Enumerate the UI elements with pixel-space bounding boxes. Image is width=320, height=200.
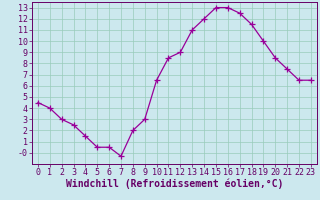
X-axis label: Windchill (Refroidissement éolien,°C): Windchill (Refroidissement éolien,°C) xyxy=(66,179,283,189)
